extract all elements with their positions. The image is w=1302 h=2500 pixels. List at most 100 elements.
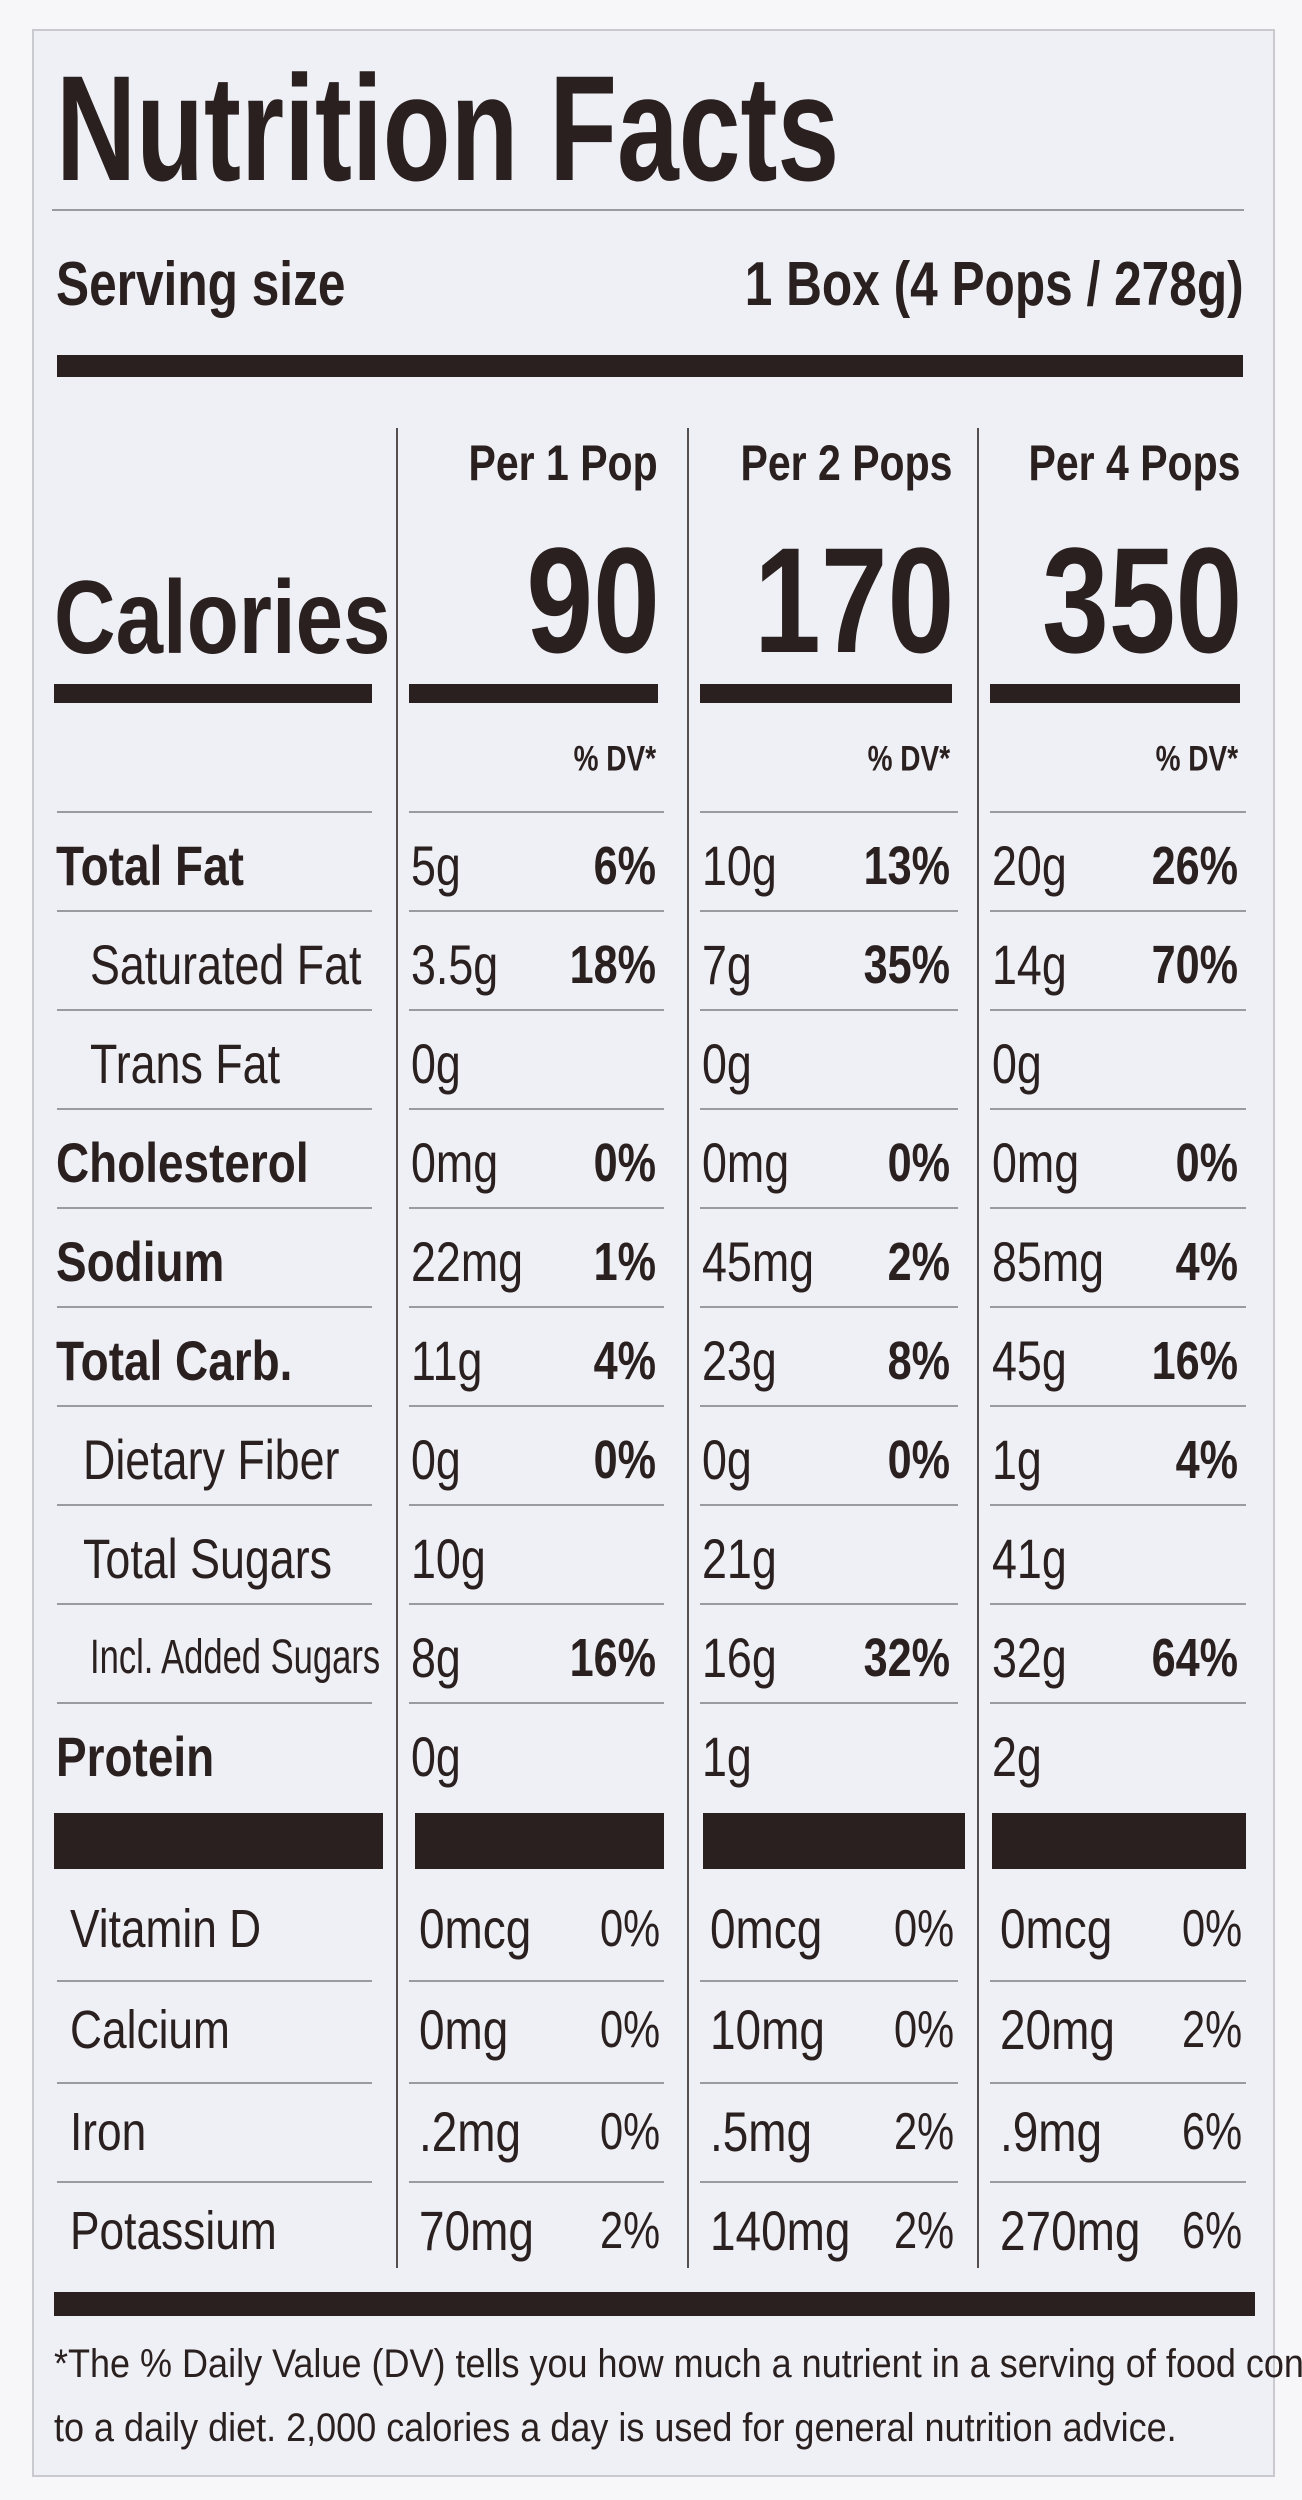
amount: 14g [992,933,1067,996]
amount: 0g [411,1725,461,1788]
divider [52,209,1244,211]
daily-value: 2% [1181,2001,1242,2059]
daily-value: 0% [893,2001,954,2059]
amount: 11g [411,1329,483,1392]
vitamin-label: Calcium [70,2000,230,2060]
column-header: Per 2 Pops [740,435,952,491]
amount: 140mg [710,2199,851,2262]
amount: 20mg [1000,1998,1115,2061]
row-divider [57,1207,372,1209]
row-divider [409,1603,664,1605]
amount: 10g [702,834,777,897]
thick-bar [700,684,952,703]
amount: .5mg [710,2100,813,2163]
nutrient-label: Dietary Fiber [83,1428,340,1491]
daily-value: 0% [1175,1133,1238,1193]
column-divider [396,428,398,2268]
daily-value: 2% [893,2103,954,2161]
row-divider [700,1603,958,1605]
row-divider [700,1207,958,1209]
row-divider [409,1009,664,1011]
daily-value: 2% [887,1232,950,1292]
row-divider [990,2181,1246,2183]
amount: 0g [702,1428,752,1491]
row-divider [700,2181,958,2183]
daily-value: 4% [1175,1232,1238,1292]
serving-label: Serving size [56,250,346,319]
column-divider [977,428,979,2268]
row-divider [990,1702,1246,1704]
amount: 0mcg [419,1897,532,1960]
row-divider [990,1603,1246,1605]
amount: 41g [992,1527,1067,1590]
amount: 0g [992,1032,1042,1095]
row-divider [990,910,1246,912]
amount: .9mg [1000,2100,1103,2163]
row-divider [990,1980,1246,1982]
amount: 5g [411,834,461,897]
nutrient-label: Total Fat [56,834,244,897]
row-divider [700,910,958,912]
row-divider [57,910,372,912]
daily-value: 18% [569,935,656,995]
row-divider [409,1980,664,1982]
row-divider [700,1504,958,1506]
row-divider [700,1702,958,1704]
thick-bar [54,1813,383,1869]
row-divider [57,2181,372,2183]
row-divider [57,1009,372,1011]
row-divider [990,1009,1246,1011]
amount: 45g [992,1329,1067,1392]
row-divider [409,910,664,912]
daily-value: 13% [863,836,950,896]
amount: 22mg [411,1230,524,1293]
thick-bar [57,355,1243,377]
amount: 85mg [992,1230,1105,1293]
vitamin-label: Vitamin D [70,1899,262,1959]
thick-bar [54,2292,1255,2316]
row-divider [990,2082,1246,2084]
daily-value: 26% [1151,836,1238,896]
daily-value: 4% [1175,1430,1238,1490]
daily-value: 2% [893,2202,954,2260]
amount: 1g [992,1428,1042,1491]
thick-bar [703,1813,965,1869]
nutrient-label: Total Carb. [56,1329,293,1392]
vitamin-label: Iron [70,2102,147,2162]
row-divider [57,1108,372,1110]
footnote: *The % Daily Value (DV) tells you how mu… [54,2342,1302,2386]
row-divider [990,1306,1246,1308]
row-divider [700,2082,958,2084]
amount: 0g [702,1032,752,1095]
amount: 10g [411,1527,486,1590]
row-divider [57,1980,372,1982]
calories-value: 350 [1041,516,1242,684]
amount: 270mg [1000,2199,1141,2262]
serving-value: 1 Box (4 Pops / 278g) [745,250,1244,319]
daily-value: 0% [893,1900,954,1958]
daily-value: 0% [599,2103,660,2161]
amount: 10mg [710,1998,825,2061]
title: Nutrition Facts [56,44,840,212]
thick-bar [415,1813,664,1869]
row-divider [700,811,958,813]
row-divider [409,1207,664,1209]
row-divider [409,1306,664,1308]
amount: 1g [702,1725,752,1788]
thick-bar [992,1813,1246,1869]
row-divider [409,2181,664,2183]
amount: 23g [702,1329,777,1392]
daily-value: 16% [1151,1331,1238,1391]
row-divider [990,811,1246,813]
daily-value: 2% [599,2202,660,2260]
daily-value: 6% [1181,2103,1242,2161]
daily-value: 32% [863,1628,950,1688]
daily-value: 0% [1181,1900,1242,1958]
nutrient-label: Total Sugars [83,1527,333,1590]
nutrient-label: Trans Fat [90,1032,281,1095]
row-divider [57,811,372,813]
daily-value: 16% [569,1628,656,1688]
amount: 21g [702,1527,777,1590]
row-divider [990,1405,1246,1407]
label-frame [32,29,1275,2477]
